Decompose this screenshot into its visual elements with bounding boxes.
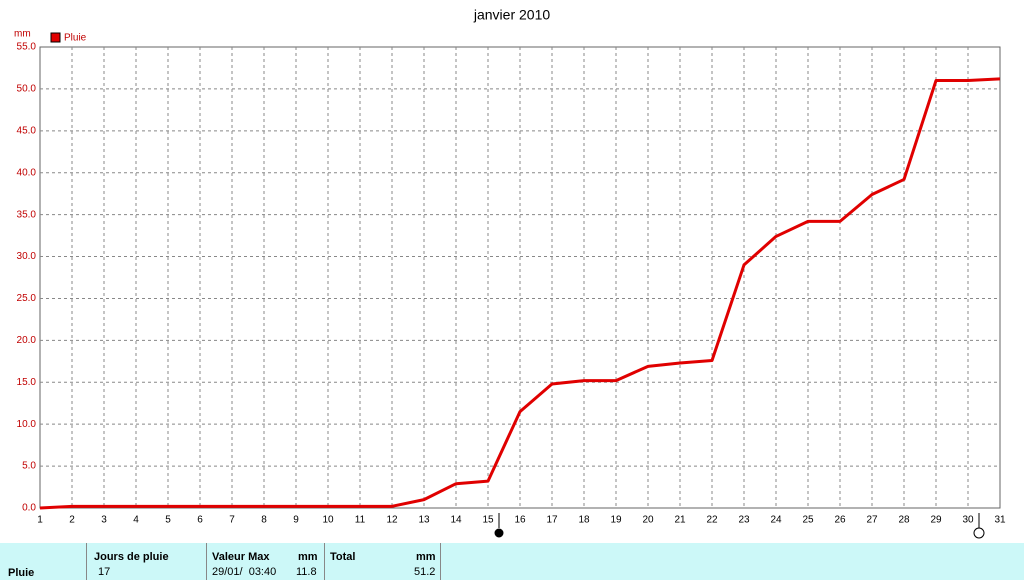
y-tick-label: 15.0	[17, 377, 37, 388]
x-tick-label: 16	[514, 515, 526, 526]
header: Total	[330, 551, 356, 563]
x-tick-label: 2	[69, 515, 75, 526]
x-tick-label: 8	[261, 515, 267, 526]
x-tick-label: 7	[229, 515, 235, 526]
y-tick-label: 35.0	[17, 209, 37, 220]
cell: 29/01/ 03:40	[212, 566, 277, 578]
x-tick-label: 13	[418, 515, 430, 526]
x-tick-label: 1	[37, 515, 43, 526]
legend-label: Pluie	[64, 33, 87, 44]
x-tick-label: 10	[322, 515, 334, 526]
chart-title: janvier 2010	[473, 7, 550, 23]
x-tick-label: 27	[866, 515, 878, 526]
cell: 17	[98, 566, 111, 578]
y-tick-label: 20.0	[17, 335, 37, 346]
x-tick-label: 30	[962, 515, 974, 526]
x-tick-label: 28	[898, 515, 910, 526]
moon-full	[494, 528, 504, 538]
rain-line	[39, 77, 1001, 510]
x-tick-label: 4	[133, 515, 139, 526]
chart: janvier 2010 mm Pluie 0.0 5.0 10.0 15.0 20.0…	[14, 7, 1006, 539]
x-tick-label: 22	[706, 515, 718, 526]
header: mm	[298, 551, 318, 563]
x-tick-label: 21	[674, 515, 686, 526]
y-tick-label: 25.0	[17, 293, 37, 304]
x-tick-label: 20	[642, 515, 654, 526]
x-tick-label: 3	[101, 515, 107, 526]
x-tick-label: 17	[546, 515, 558, 526]
x-tick-label: 15	[482, 515, 494, 526]
x-tick-label: 11	[355, 515, 366, 526]
x-tick-label: 18	[578, 515, 590, 526]
moon-new	[973, 527, 985, 539]
y-tick-label: 55.0	[17, 42, 37, 53]
y-tick-label: 50.0	[17, 84, 37, 95]
x-tick-label: 23	[738, 515, 750, 526]
y-tick-label: 45.0	[17, 125, 37, 136]
x-tick-label: 9	[293, 515, 299, 526]
header: Jours de pluie	[94, 551, 169, 563]
row-label: Pluie	[8, 567, 35, 579]
x-tick-label: 25	[802, 515, 814, 526]
x-tick-label: 29	[930, 515, 942, 526]
cell: 51.2	[414, 566, 436, 578]
header: Valeur Max	[212, 551, 270, 563]
x-tick-label: 19	[610, 515, 622, 526]
x-tick-label: 31	[994, 515, 1006, 526]
x-tick-label: 12	[386, 515, 398, 526]
x-tick-label: 5	[165, 515, 171, 526]
legend-swatch	[50, 32, 61, 43]
header: mm	[416, 551, 436, 563]
x-tick-label: 6	[197, 515, 203, 526]
y-tick-label: 10.0	[17, 419, 37, 430]
x-tick-label: 26	[834, 515, 846, 526]
y-tick-label: 0.0	[22, 503, 36, 514]
y-tick-label: 30.0	[17, 251, 37, 262]
x-tick-label: 14	[450, 515, 462, 526]
y-tick-label: 40.0	[17, 167, 37, 178]
summary-table: Jours de pluie Valeur Max mm Total mm Pl…	[0, 543, 1024, 580]
y-unit: mm	[14, 29, 31, 40]
x-tick-label: 24	[770, 515, 782, 526]
y-tick-label: 5.0	[22, 461, 36, 472]
cell: 11.8	[296, 566, 317, 578]
